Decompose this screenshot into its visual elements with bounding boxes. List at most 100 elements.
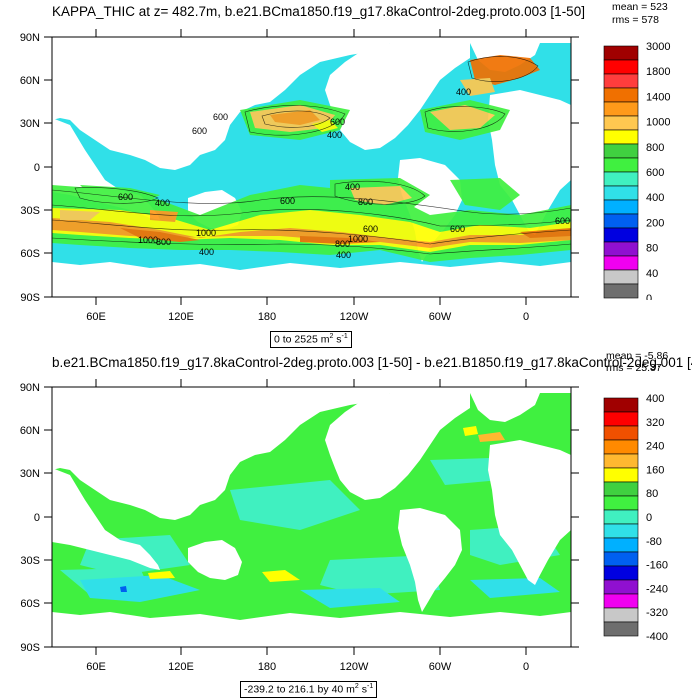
lat-label: 60N xyxy=(20,425,40,437)
panel2-colorbar: 400 320 240 160 80 0 -80 -160 -240 -320 -400 xyxy=(603,393,668,643)
panel2-colorbar-box xyxy=(603,551,639,567)
contour-label: 800 xyxy=(156,237,171,247)
panel1-colorbar-box xyxy=(603,157,639,173)
panel1-colorbar-box xyxy=(603,227,639,243)
panel1-colorbar-label: 80 xyxy=(646,243,658,255)
contour-label: 400 xyxy=(345,182,360,192)
contour-label: 400 xyxy=(199,247,214,257)
lon-label: 180 xyxy=(258,661,276,673)
panel1-colorbar-box xyxy=(603,115,639,131)
panel2-colorbar-box xyxy=(603,439,639,455)
panel2-colorbar-box xyxy=(603,509,639,525)
contour-label: 400 xyxy=(327,130,342,140)
panel2-colorbar-label: 320 xyxy=(646,417,664,429)
panel1-colorbar-label: 400 xyxy=(646,192,664,204)
panel1-colorbar-label: 600 xyxy=(646,167,664,179)
panel2-map: 90N 60N 30N 0 30S 60S 90S 60E 120E 180 1… xyxy=(20,379,579,673)
panel2-colorbar-box xyxy=(603,397,639,413)
panel2-colorbar-box xyxy=(603,593,639,609)
contour-label: 400 xyxy=(336,250,351,260)
panel2-colorbar-label: 80 xyxy=(646,488,658,500)
lat-label: 90N xyxy=(20,32,40,44)
panel2-colorbar-box xyxy=(603,425,639,441)
panel2-colorbar-label: 240 xyxy=(646,441,664,453)
contour-label: 600 xyxy=(555,216,570,226)
contour-label: 800 xyxy=(335,239,350,249)
contour-label: 600 xyxy=(363,224,378,234)
lon-label: 120E xyxy=(168,311,194,323)
panel1-colorbar-box xyxy=(603,269,639,285)
panel1-title: KAPPA_THIC at z= 482.7m, b.e21.BCma1850.… xyxy=(52,4,585,19)
panel2-colorbar-label: -320 xyxy=(646,607,668,619)
panel2-colorbar-label: -240 xyxy=(646,583,668,595)
lat-label: 0 xyxy=(34,162,40,174)
panel2-colorbar-box xyxy=(603,579,639,595)
panel1-colorbar-box xyxy=(603,255,639,271)
panel2-colorbar-box xyxy=(603,607,639,623)
panel1-mean: mean = 523 xyxy=(612,1,668,13)
lon-label: 180 xyxy=(258,311,276,323)
land-north-america xyxy=(325,43,470,150)
panel1-range-box: 0 to 2525 m2 s-1 xyxy=(270,331,352,348)
contour-label: 600 xyxy=(330,117,345,127)
panel2-rms: rms = 25.37 xyxy=(606,362,662,374)
contour-label: 400 xyxy=(456,87,471,97)
panel1-colorbar-box xyxy=(603,199,639,215)
panel2-colorbar-box xyxy=(603,565,639,581)
panel2-colorbar-label: -160 xyxy=(646,560,668,572)
lat-label: 30N xyxy=(20,468,40,480)
lat-label: 30S xyxy=(20,205,40,217)
lat-label: 60S xyxy=(20,248,40,260)
panel1-colorbar-box xyxy=(603,87,639,103)
panel2-colorbar-label: -400 xyxy=(646,631,668,643)
lat-label: 30N xyxy=(20,118,40,130)
contour-label: 600 xyxy=(118,192,133,202)
lat-label: 30S xyxy=(20,555,40,567)
panel1-colorbar-label: 40 xyxy=(646,268,658,280)
panel1-colorbar-label: 1400 xyxy=(646,91,670,103)
panel2-range-text: -239.2 to 216.1 by 40 m xyxy=(244,683,355,696)
panel1-colorbar-box xyxy=(603,101,639,117)
panel2-colorbar-box xyxy=(603,523,639,539)
panel2-colorbar-box xyxy=(603,453,639,469)
panel2-colorbar-box xyxy=(603,481,639,497)
lat-label: 90S xyxy=(20,292,40,304)
panel2-colorbar-box xyxy=(603,621,639,637)
panel1-colorbar-box xyxy=(603,241,639,257)
lon-label: 120E xyxy=(168,661,194,673)
panel1-lon-axis xyxy=(95,29,527,305)
lon-label: 60W xyxy=(429,661,452,673)
lon-label: 60W xyxy=(429,311,452,323)
panel1-colorbar-box xyxy=(603,73,639,89)
panel1-colorbar-box xyxy=(603,143,639,159)
panel2-colorbar-box xyxy=(603,495,639,511)
panel1-lat-axis xyxy=(44,36,579,298)
lat-label: 60N xyxy=(20,75,40,87)
panel2-range-exp2: -1 xyxy=(366,683,374,690)
panel1-colorbar-label: 1000 xyxy=(646,117,670,129)
lat-label: 90N xyxy=(20,382,40,394)
contour-label: 1000 xyxy=(196,228,216,238)
contour-label: 600 xyxy=(213,112,228,122)
land-antarctica xyxy=(52,262,571,297)
panel1-rms: rms = 578 xyxy=(612,14,659,26)
land-south-america xyxy=(398,158,462,262)
lon-label: 0 xyxy=(523,661,529,673)
panel1-colorbar-label: 0 xyxy=(646,293,652,300)
panel2-range-unit: s xyxy=(358,683,367,696)
panel1-colorbar-label: 3000 xyxy=(646,41,670,53)
panel2-colorbar-label: -80 xyxy=(646,536,662,548)
panel2-mean: mean = -5.86 xyxy=(606,350,669,362)
panel1-map: 600 600 400 600 600 400 600 800 400 600 … xyxy=(20,29,579,323)
lon-label: 0 xyxy=(523,311,529,323)
panel1-colorbar-box xyxy=(603,171,639,187)
panel1-colorbar-box xyxy=(603,283,639,299)
lon-label: 120W xyxy=(340,311,369,323)
panel2-title: b.e21.BCma1850.f19_g17.8kaControl-2deg.p… xyxy=(52,355,692,370)
lat-label: 90S xyxy=(20,642,40,654)
panel1-colorbar-label: 1800 xyxy=(646,66,670,78)
panel1-colorbar-label: 800 xyxy=(646,142,664,154)
panel2-colorbar-box xyxy=(603,411,639,427)
panel2-lon-axis xyxy=(95,379,527,655)
panel2-colorbar-box xyxy=(603,537,639,553)
